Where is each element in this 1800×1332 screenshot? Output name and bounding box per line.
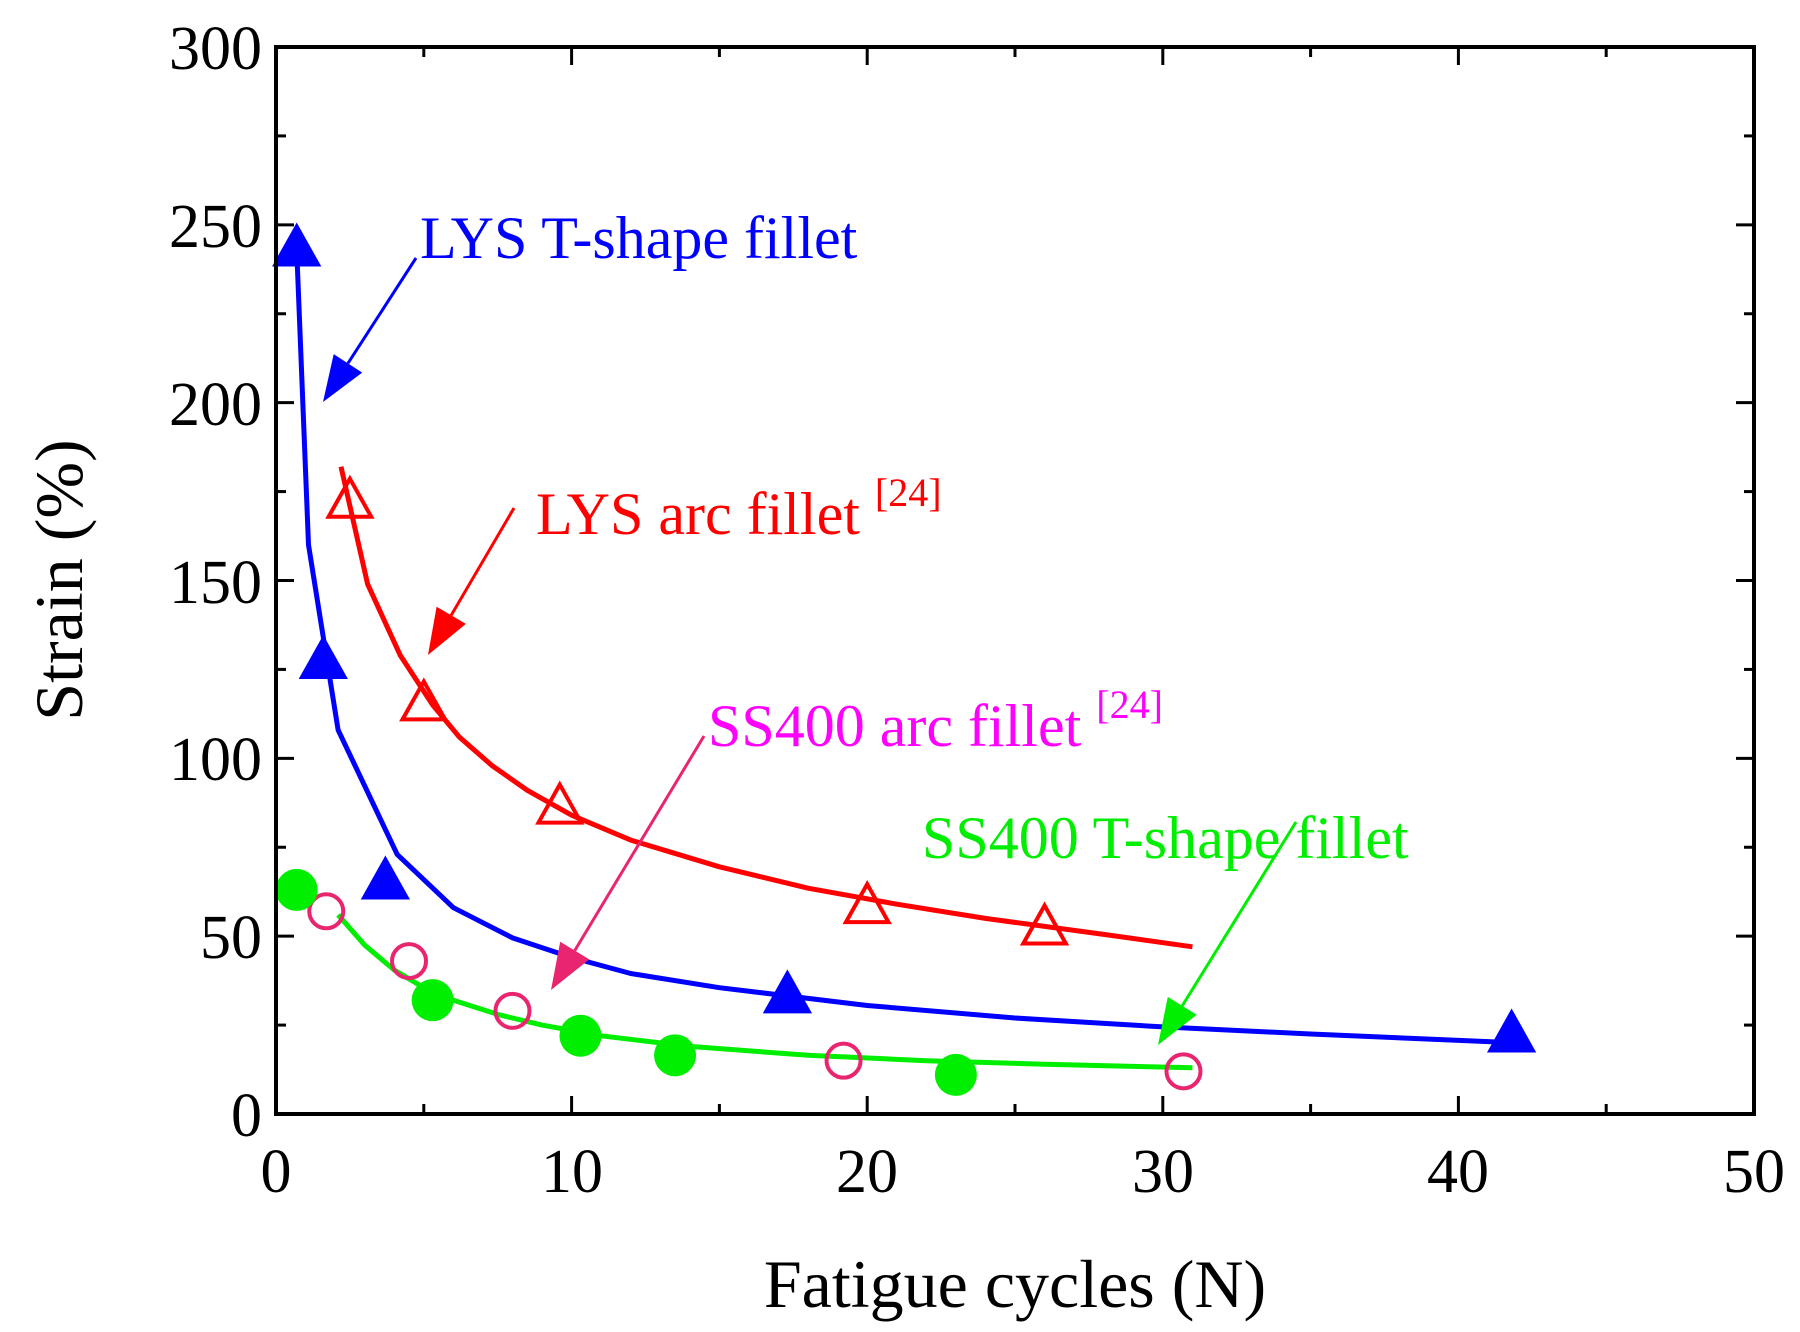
x-tick-label: 10: [541, 1138, 603, 1206]
data-point-series-0: [1486, 1008, 1537, 1053]
arrow-ss400-t-shape-head: [1158, 996, 1197, 1045]
annotation-lys-arc-text: LYS arc fillet: [536, 481, 875, 547]
y-tick-labels: 0 50 100 150 200 250 300: [169, 15, 262, 1150]
data-point-series-0: [360, 855, 411, 900]
y-tick-label: 50: [200, 904, 262, 972]
data-point-series-2: [824, 1041, 863, 1080]
x-tick-label: 30: [1132, 1138, 1194, 1206]
annotation-ss400-arc-text: SS400 arc fillet: [708, 693, 1096, 759]
data-point-series-3: [411, 979, 454, 1022]
x-axis-title: Fatigue cycles (N): [764, 1246, 1266, 1322]
fit-line-series-0: [294, 249, 1518, 1046]
data-point-series-2: [307, 892, 346, 931]
data-point-series-0: [272, 222, 322, 267]
data-point-series-1: [1019, 901, 1070, 946]
x-tick-label: 20: [836, 1138, 898, 1206]
y-tick-label: 250: [169, 193, 262, 261]
data-point-series-0: [762, 969, 813, 1014]
x-tick-label: 0: [261, 1138, 292, 1206]
axis-ticks: [274, 45, 1756, 1116]
data-markers: [272, 222, 1537, 1096]
annotation-lys-t-shape: LYS T-shape fillet: [420, 205, 858, 271]
x-tick-label: 50: [1723, 1138, 1785, 1206]
arrow-lys-arc-shaft: [449, 507, 516, 617]
arrow-ss400-arc-head: [551, 941, 590, 990]
data-point-series-3: [275, 868, 318, 911]
data-point-series-0: [298, 635, 348, 680]
annotation-ss400-t-shape: SS400 T-shape fillet: [922, 805, 1409, 871]
arrow-lys-t-shape-head: [323, 354, 363, 402]
y-tick-label: 200: [169, 371, 262, 439]
data-point-series-3: [934, 1053, 977, 1096]
data-point-series-1: [399, 677, 449, 722]
arrow-ss400-t-shape-shaft: [1180, 821, 1298, 1007]
annotation-lys-arc: LYS arc fillet [24]: [536, 470, 942, 547]
annotation-ss400-arc-citation: [24]: [1096, 682, 1163, 727]
data-point-series-2: [390, 942, 429, 981]
y-axis-title: Strain (%): [21, 439, 97, 720]
arrow-lys-t-shape-shaft: [346, 257, 418, 365]
annotation-arrows: [323, 257, 1298, 1045]
data-point-series-1: [842, 880, 892, 925]
annotation-ss400-t-shape-text: SS400 T-shape fillet: [922, 805, 1409, 871]
y-tick-label: 0: [231, 1082, 262, 1150]
x-tick-labels: 0 10 20 30 40 50: [261, 1138, 1786, 1206]
fit-line-series-1: [338, 466, 1193, 950]
data-point-series-2: [1164, 1052, 1203, 1091]
annotation-lys-t-shape-text: LYS T-shape fillet: [420, 205, 858, 271]
data-point-series-1: [535, 780, 585, 825]
fit-lines: [294, 249, 1518, 1071]
data-point-series-3: [559, 1014, 602, 1057]
y-tick-label: 300: [169, 15, 262, 83]
arrow-ss400-arc-shaft: [573, 735, 706, 952]
data-point-series-2: [493, 991, 532, 1030]
y-tick-label: 150: [169, 549, 262, 617]
arrow-lys-arc-head: [428, 606, 466, 655]
data-point-series-3: [654, 1034, 697, 1077]
data-point-series-1: [325, 474, 375, 519]
y-tick-label: 100: [169, 726, 262, 794]
x-tick-label: 40: [1427, 1138, 1489, 1206]
annotation-lys-arc-citation: [24]: [875, 470, 942, 515]
annotation-ss400-arc: SS400 arc fillet [24]: [708, 682, 1163, 759]
